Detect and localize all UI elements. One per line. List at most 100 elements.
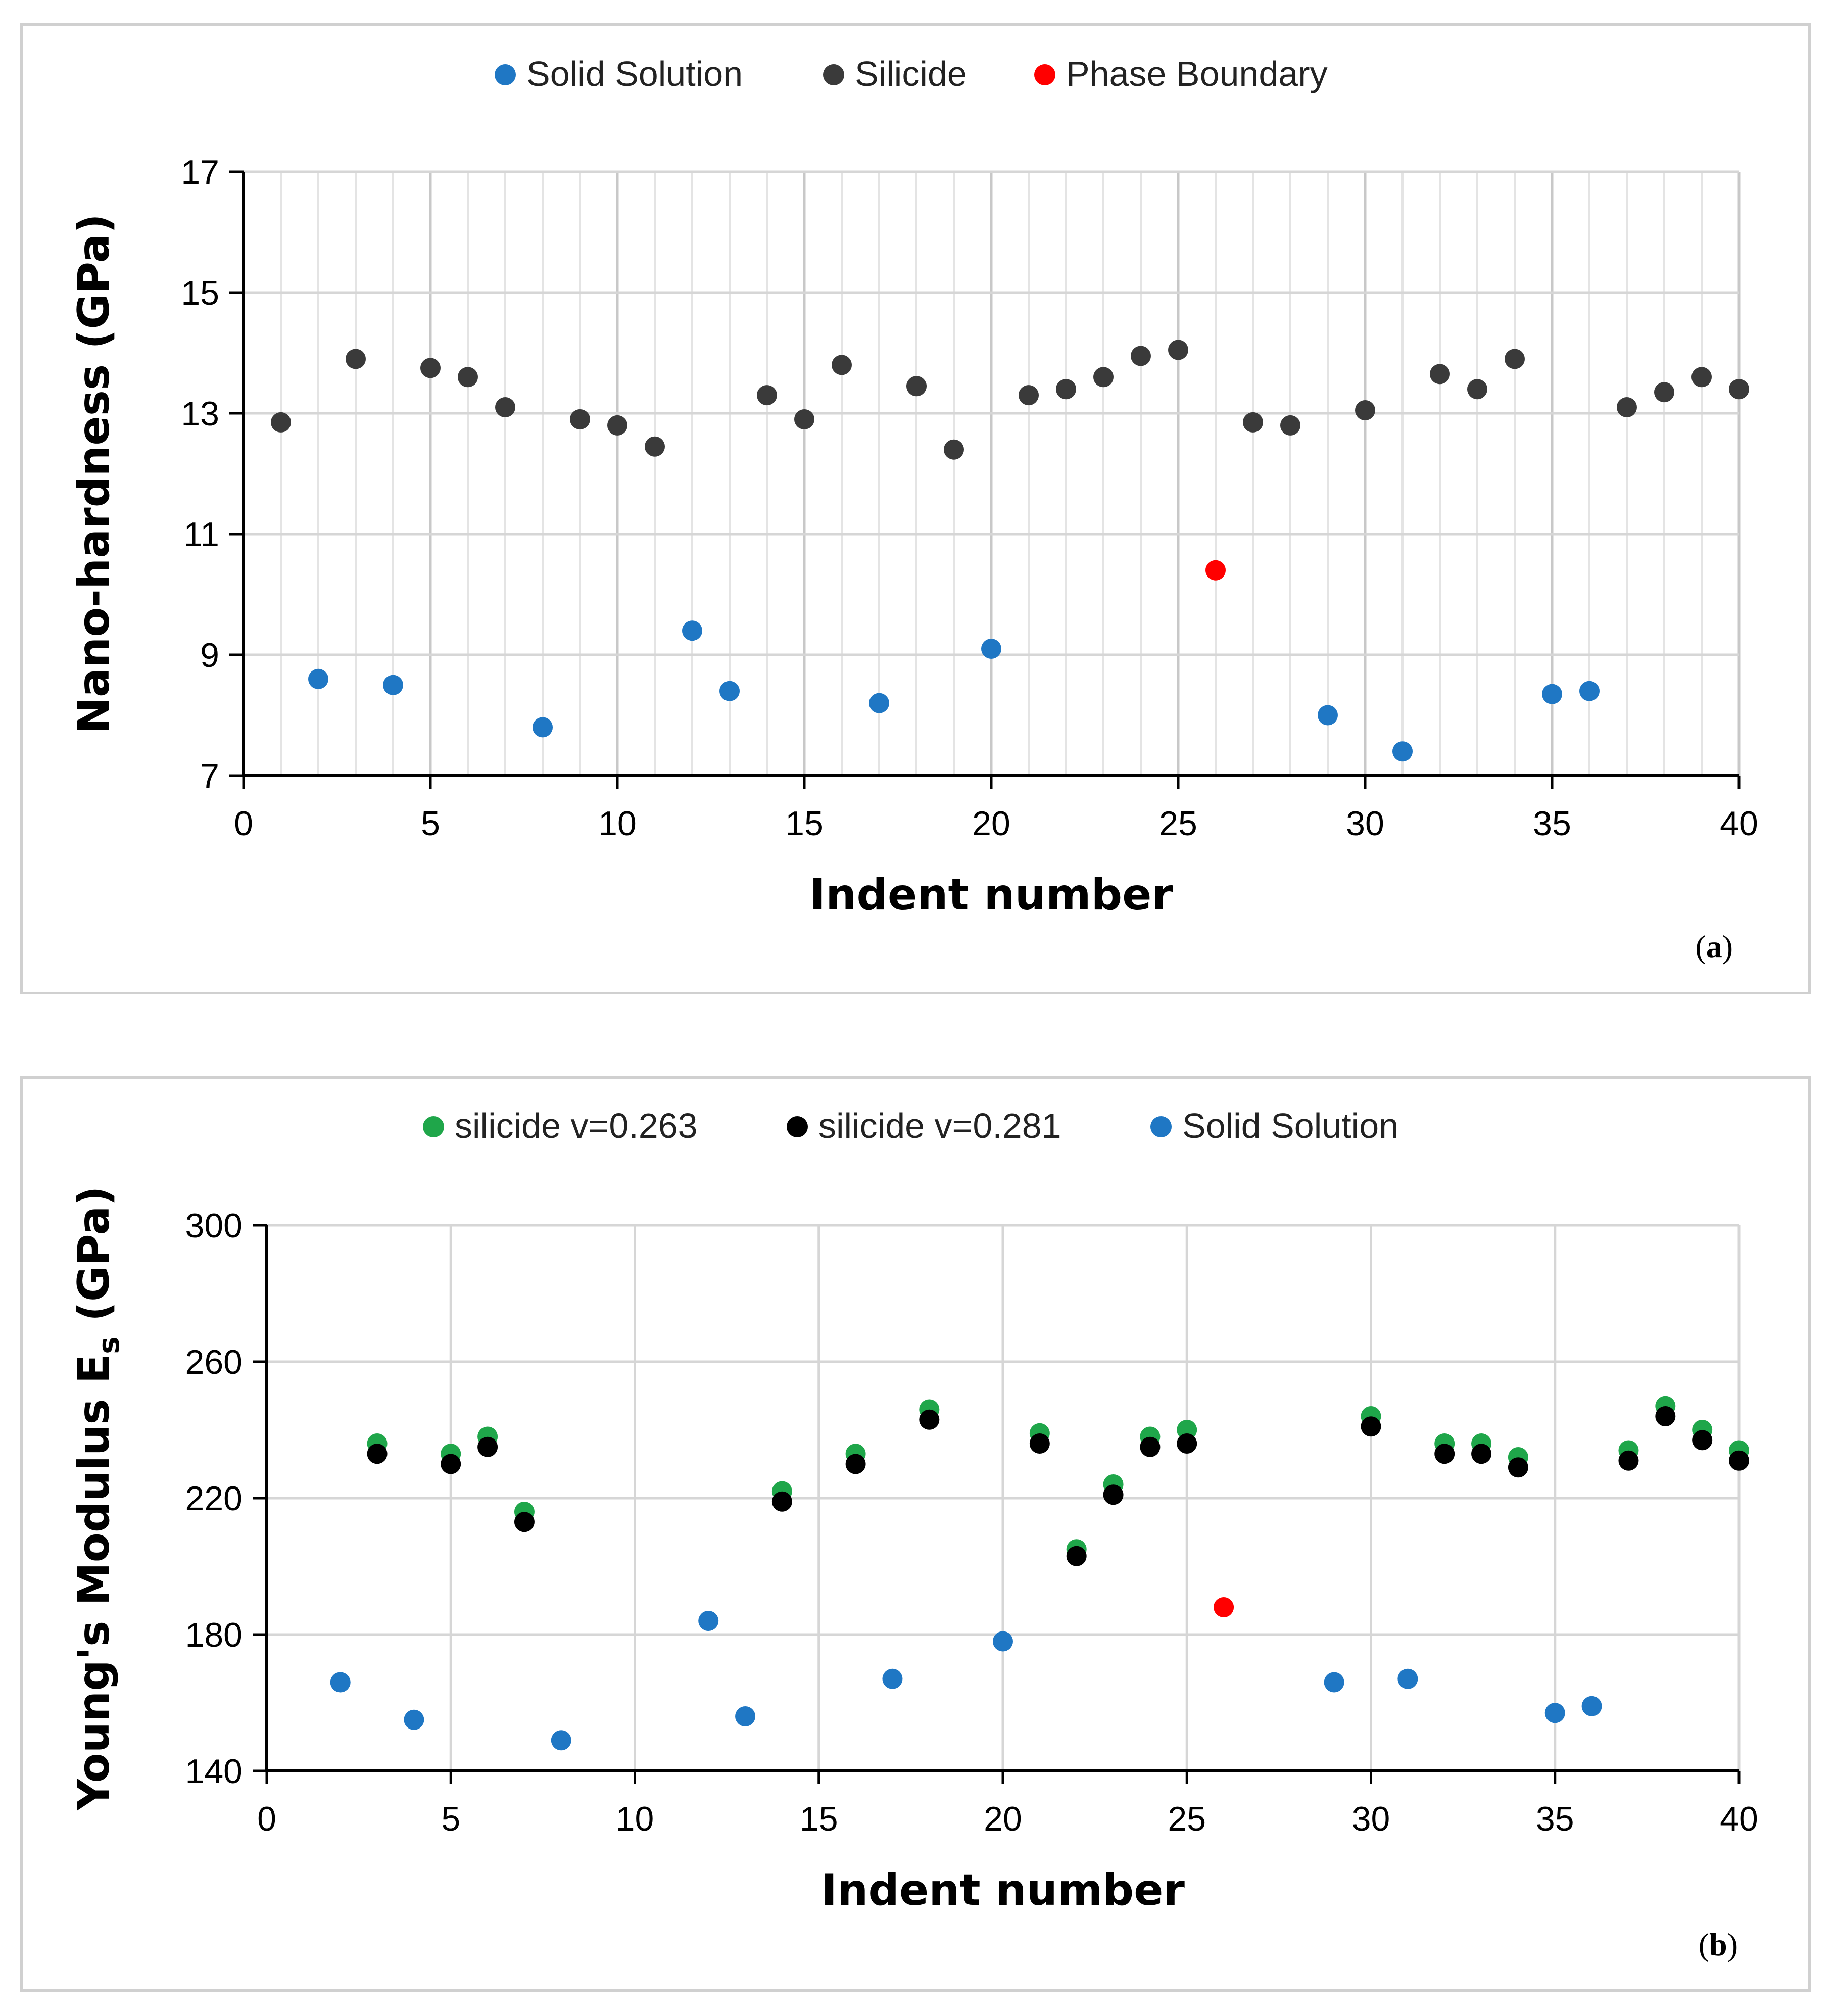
data-point [383, 675, 403, 695]
data-point [1692, 1430, 1713, 1451]
chart-a: 7 9 11 13 15 17 0 5 10 15 20 25 30 35 40 Indent number N… [69, 54, 1758, 965]
data-point [1581, 1696, 1602, 1716]
data-point [1618, 1450, 1639, 1471]
legend-marker [423, 1116, 444, 1137]
data-point [458, 367, 478, 388]
x-tick-label: 5 [441, 1800, 460, 1838]
data-point [735, 1706, 756, 1726]
data-point [441, 1454, 461, 1474]
data-point [1471, 1444, 1492, 1464]
y-tick-label: 220 [185, 1479, 243, 1518]
data-point [1434, 1444, 1455, 1464]
data-point [514, 1512, 535, 1532]
data-point [682, 620, 702, 641]
x-axis-title: Indent number [821, 1865, 1185, 1915]
data-point [1392, 741, 1413, 762]
data-point [1019, 385, 1039, 406]
data-point [919, 1409, 940, 1430]
data-point [477, 1436, 498, 1457]
legend-label: silicide v=0.263 [455, 1106, 698, 1145]
data-point [698, 1611, 719, 1631]
data-point [1729, 1450, 1749, 1471]
data-point [1280, 415, 1300, 436]
data-point [1361, 1416, 1381, 1437]
data-point [1140, 1436, 1161, 1457]
x-tick-label: 30 [1352, 1800, 1390, 1838]
legend-marker [823, 64, 844, 85]
x-tick-label: 25 [1168, 1800, 1206, 1838]
data-point [757, 385, 777, 406]
data-point [1691, 367, 1712, 388]
legend-label: Silicide [855, 54, 967, 93]
data-point [869, 693, 889, 713]
chart-b: 140 180 220 260 300 0 5 10 15 20 25 30 35 40 Indent nu… [69, 1106, 1758, 1962]
y-axis-title: Young's Modulus Es (GPa) [69, 1186, 126, 1810]
legend-label: Solid Solution [1182, 1106, 1398, 1145]
data-point [420, 358, 441, 378]
x-tick-label: 10 [616, 1800, 654, 1838]
data-point [1029, 1433, 1050, 1454]
data-point [1544, 1703, 1565, 1723]
x-axis-title: Indent number [809, 870, 1173, 920]
panel-label: (b) [1699, 1927, 1738, 1962]
data-point [1508, 1457, 1528, 1478]
y-tick-label: 11 [183, 515, 219, 554]
data-point [1066, 1546, 1087, 1566]
data-point [645, 436, 665, 457]
chart-panel-b [20, 1076, 1811, 1992]
panel-label: (a) [1695, 929, 1733, 965]
x-tick-label: 30 [1346, 804, 1384, 843]
data-point [1655, 1406, 1676, 1426]
legend-marker [787, 1116, 808, 1137]
x-tick-label: 40 [1720, 804, 1758, 843]
data-point [346, 349, 366, 369]
x-tick-label: 35 [1536, 1800, 1574, 1838]
data-point [1131, 346, 1151, 366]
y-tick-label: 260 [185, 1343, 243, 1381]
data-point [404, 1709, 424, 1730]
x-tick-label: 10 [598, 804, 637, 843]
x-tick-label: 15 [785, 804, 824, 843]
data-point [981, 639, 1001, 659]
data-point [271, 412, 291, 433]
data-point [330, 1672, 351, 1693]
data-point [495, 397, 515, 418]
x-tick-label: 35 [1533, 804, 1571, 843]
x-tick-label: 20 [984, 1800, 1022, 1838]
data-point [1056, 379, 1076, 400]
x-tick-label: 0 [257, 1800, 276, 1838]
y-tick-label: 180 [185, 1616, 243, 1654]
legend-label: Solid Solution [526, 54, 743, 93]
data-point [845, 1454, 866, 1474]
data-point [1093, 367, 1114, 388]
data-point [719, 681, 740, 701]
legend-label: Phase Boundary [1066, 54, 1328, 93]
data-point [771, 1491, 792, 1512]
data-point [1324, 1672, 1344, 1693]
data-point [1654, 382, 1674, 403]
data-point [1467, 379, 1487, 400]
data-point [1505, 349, 1525, 369]
y-tick-label: 140 [185, 1752, 243, 1791]
data-point [1205, 560, 1226, 581]
y-tick-label: 300 [185, 1207, 243, 1245]
data-point [367, 1444, 388, 1464]
y-tick-label: 17 [181, 153, 219, 191]
data-point [533, 717, 553, 738]
y-tick-label: 15 [181, 274, 219, 312]
data-point [607, 415, 627, 436]
data-point [906, 376, 927, 397]
data-point [570, 409, 590, 429]
legend-label: silicide v=0.281 [818, 1106, 1061, 1145]
x-tick-label: 0 [234, 804, 253, 843]
data-point [551, 1730, 571, 1751]
y-axis-title: Nano-hardness (GPa) [69, 214, 119, 734]
y-tick-label: 9 [200, 636, 219, 675]
data-point [1579, 681, 1600, 701]
data-point [832, 355, 852, 375]
data-point [1243, 412, 1263, 433]
data-point [1397, 1668, 1418, 1689]
data-point [1103, 1484, 1124, 1505]
legend-marker [1150, 1116, 1172, 1137]
